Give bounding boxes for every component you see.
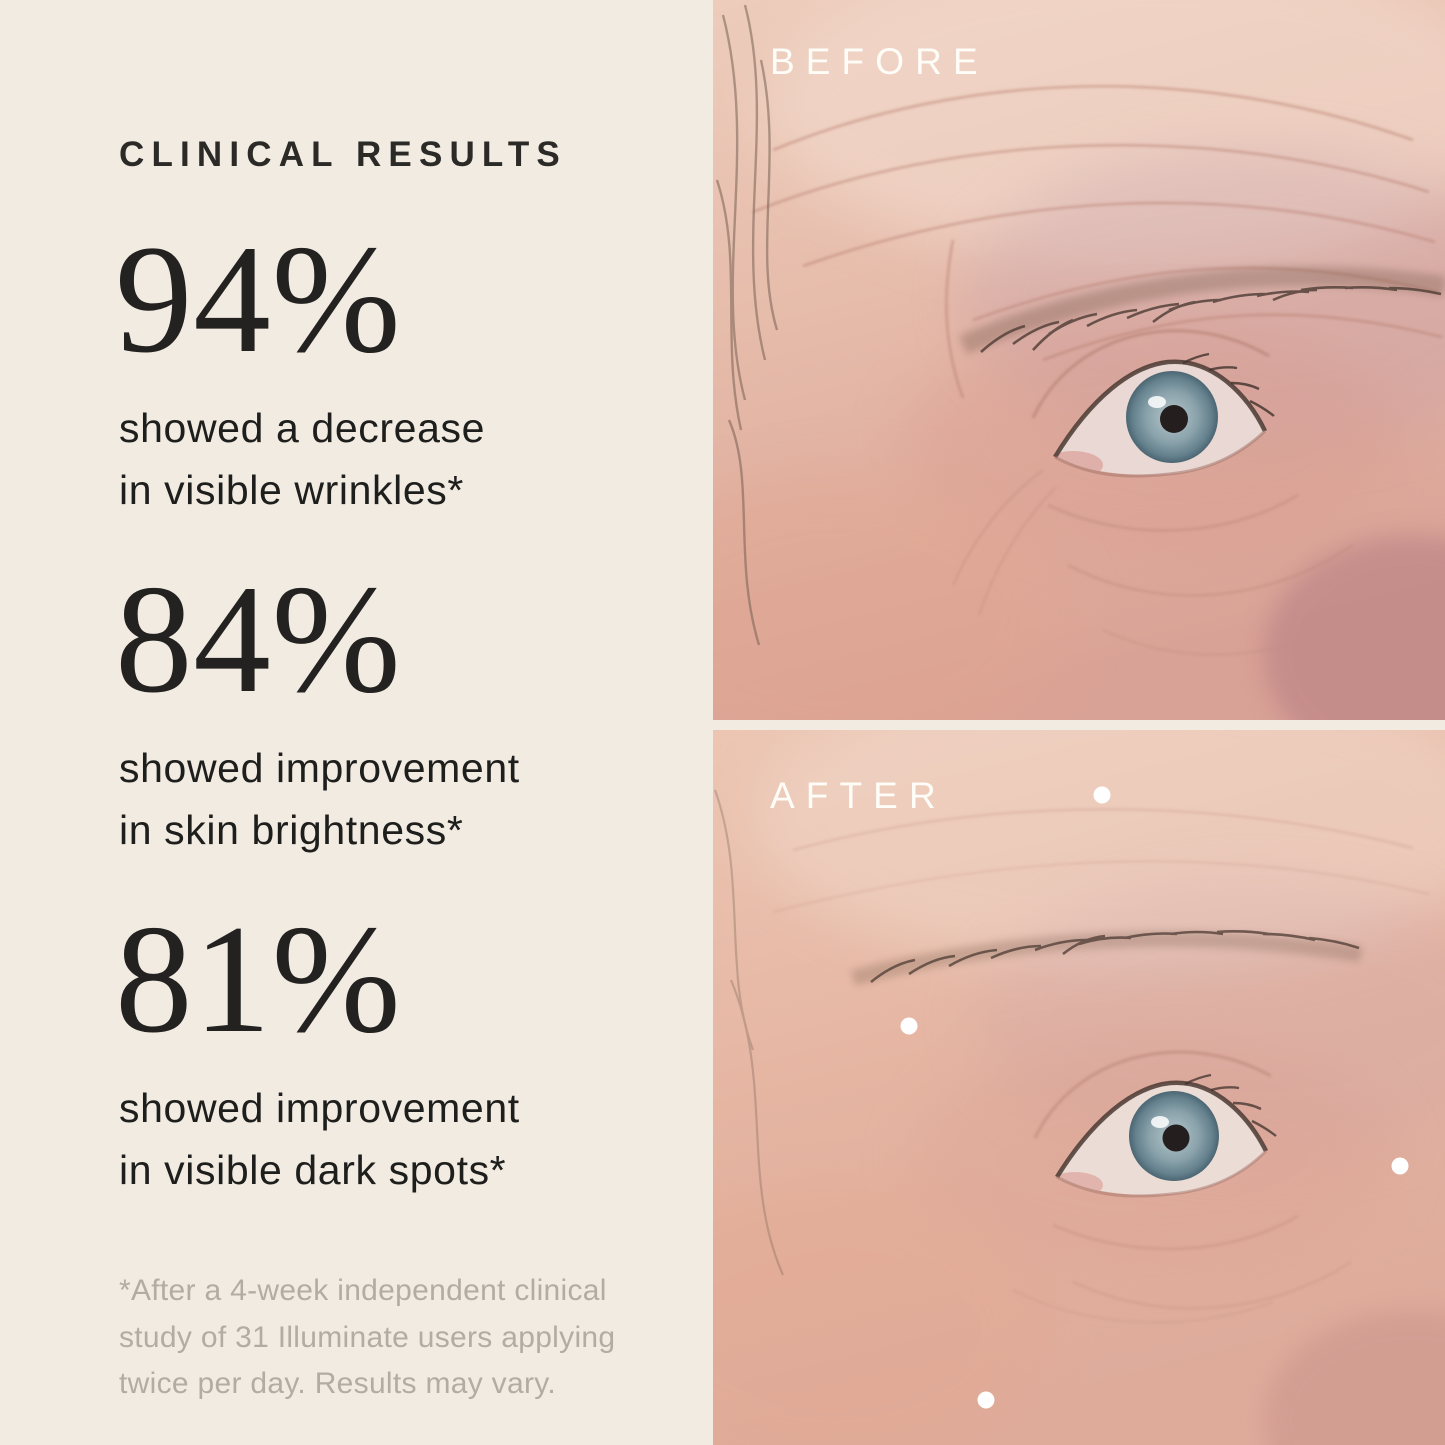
before-after-photos: BEFORE bbox=[713, 0, 1445, 1445]
before-photo: BEFORE bbox=[713, 0, 1445, 720]
marker-dots bbox=[900, 786, 1409, 1409]
stat-brightness: 84% showed improvement in skin brightnes… bbox=[115, 558, 520, 861]
stat-brightness-value: 84% bbox=[115, 553, 402, 725]
page-title: CLINICAL RESULTS bbox=[119, 135, 567, 174]
after-photo: AFTER bbox=[713, 730, 1445, 1445]
before-eyebrow bbox=[959, 266, 1445, 355]
marker-dot bbox=[1391, 1157, 1409, 1175]
clinical-results-panel: CLINICAL RESULTS 94% showed a decrease i… bbox=[0, 0, 713, 1445]
after-eyebrow bbox=[850, 930, 1363, 986]
after-hair-strand bbox=[713, 789, 785, 1276]
stat-wrinkles-value: 94% bbox=[115, 213, 402, 385]
stat-dark-spots-value: 81% bbox=[115, 893, 402, 1065]
stat-brightness-description: showed improvement in skin brightness* bbox=[119, 744, 520, 854]
before-label: BEFORE bbox=[770, 41, 989, 82]
study-footnote: *After a 4-week independent clinical stu… bbox=[119, 1274, 616, 1400]
stat-wrinkles-description: showed a decrease in visible wrinkles* bbox=[119, 404, 486, 514]
marker-dot bbox=[977, 1391, 995, 1409]
stat-dark-spots: 81% showed improvement in visible dark s… bbox=[115, 898, 520, 1201]
after-label: AFTER bbox=[770, 775, 947, 816]
marker-dot bbox=[1093, 786, 1111, 804]
under-eye-wrinkles bbox=[951, 468, 1364, 657]
stat-dark-spots-description: showed improvement in visible dark spots… bbox=[119, 1084, 520, 1194]
after-eye bbox=[1033, 1050, 1277, 1198]
marker-dot bbox=[900, 1017, 918, 1035]
forehead-lines bbox=[772, 808, 1430, 914]
forehead-wrinkles bbox=[752, 84, 1443, 399]
hair-strands bbox=[715, 4, 779, 646]
before-eye bbox=[1031, 329, 1275, 478]
before-photo-illustration bbox=[713, 0, 1445, 720]
after-under-eye-lines bbox=[1012, 1214, 1352, 1324]
stat-wrinkles: 94% showed a decrease in visible wrinkle… bbox=[115, 218, 485, 521]
after-photo-illustration bbox=[713, 730, 1445, 1445]
